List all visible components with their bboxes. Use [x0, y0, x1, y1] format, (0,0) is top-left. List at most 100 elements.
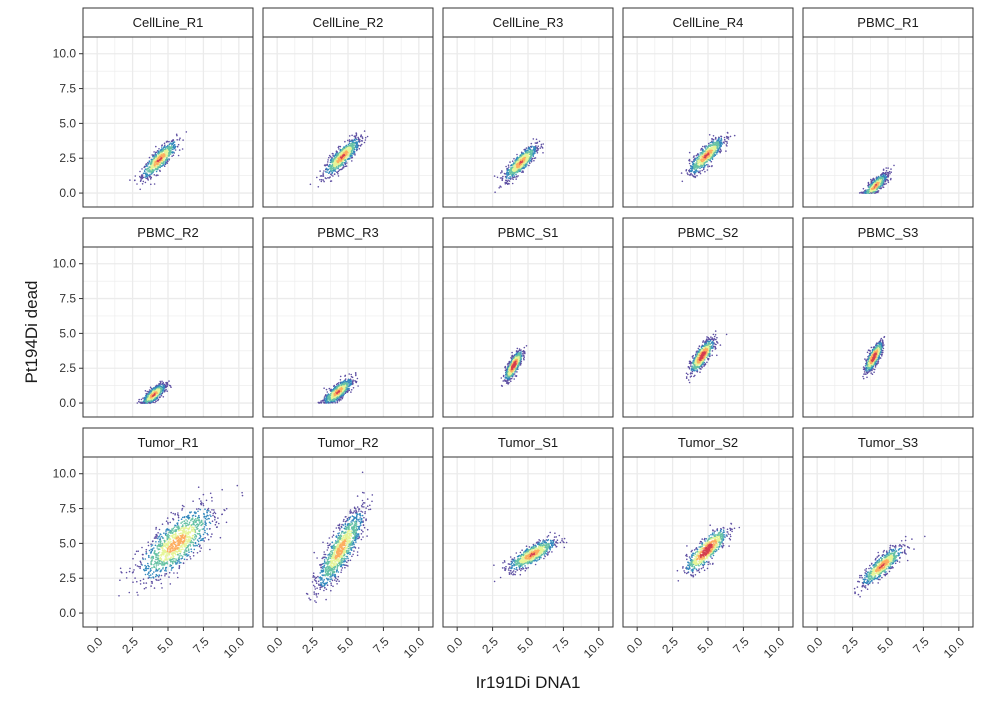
scatter-point [179, 137, 181, 139]
scatter-point [709, 166, 711, 168]
scatter-point [330, 160, 332, 162]
scatter-point [518, 169, 520, 171]
scatter-point [509, 176, 511, 178]
scatter-point [338, 148, 340, 150]
scatter-point [720, 150, 722, 152]
scatter-point [166, 156, 168, 158]
scatter-point [167, 157, 169, 159]
scatter-point [357, 142, 359, 144]
facet-strip-label: CellLine_R2 [313, 15, 384, 30]
scatter-point [524, 161, 526, 163]
scatter-point [345, 163, 347, 165]
scatter-point [165, 163, 167, 165]
scatter-point [704, 162, 706, 164]
scatter-point [536, 151, 538, 153]
scatter-point [167, 145, 169, 147]
scatter-point [868, 189, 870, 191]
scatter-point [349, 135, 351, 137]
scatter-point [711, 152, 713, 154]
facet-panel: CellLine_R2 [263, 8, 433, 207]
scatter-point [149, 395, 151, 397]
scatter-point [332, 155, 334, 157]
scatter-point [153, 151, 155, 153]
scatter-point [501, 177, 503, 179]
scatter-point [517, 167, 519, 169]
scatter-point [339, 162, 341, 164]
scatter-point [720, 146, 722, 148]
scatter-point [178, 144, 180, 146]
y-tick-label: 10.0 [53, 257, 77, 271]
scatter-point [705, 149, 707, 151]
scatter-point [514, 160, 516, 162]
scatter-point [358, 139, 360, 141]
scatter-point [888, 173, 890, 175]
scatter-point [318, 186, 320, 188]
facet-panel: CellLine_R10.02.55.07.510.0 [53, 8, 253, 207]
scatter-point [692, 167, 694, 169]
scatter-point [158, 390, 160, 392]
scatter-point [350, 145, 352, 147]
scatter-point [155, 152, 157, 154]
scatter-point [706, 161, 708, 163]
scatter-point [327, 159, 329, 161]
scatter-point [885, 183, 887, 185]
scatter-point [355, 146, 357, 148]
scatter-point [333, 164, 335, 166]
scatter-point [310, 184, 312, 186]
scatter-point [352, 382, 354, 384]
scatter-point [171, 144, 173, 146]
scatter-point [692, 164, 694, 166]
scatter-point [163, 396, 165, 398]
scatter-point [354, 139, 356, 141]
scatter-point [156, 171, 158, 173]
scatter-point [135, 175, 137, 177]
scatter-point [323, 179, 325, 181]
y-tick-label: 7.5 [59, 292, 76, 306]
scatter-point [513, 158, 515, 160]
scatter-point [150, 184, 152, 186]
scatter-point [150, 395, 152, 397]
scatter-point [528, 160, 530, 162]
scatter-point [340, 146, 342, 148]
scatter-point [875, 184, 877, 186]
scatter-point [709, 134, 711, 136]
scatter-point [719, 152, 721, 154]
scatter-point [695, 168, 697, 170]
scatter-point [145, 164, 147, 166]
scatter-point [358, 141, 360, 143]
scatter-point [326, 168, 328, 170]
scatter-point [350, 374, 352, 376]
scatter-point [708, 146, 710, 148]
scatter-point [536, 147, 538, 149]
scatter-point [356, 149, 358, 151]
scatter-point [154, 163, 156, 165]
scatter-point [887, 180, 889, 182]
scatter-point [344, 141, 346, 143]
scatter-point [711, 139, 713, 141]
scatter-point [159, 381, 161, 383]
scatter-point [154, 183, 156, 185]
scatter-point [338, 158, 340, 160]
scatter-point [870, 179, 872, 181]
scatter-point [360, 135, 362, 137]
scatter-point [874, 182, 876, 184]
y-tick-label: 10.0 [53, 47, 77, 61]
scatter-point [157, 164, 159, 166]
scatter-point [708, 143, 710, 145]
facet-panel: CellLine_R3 [443, 8, 613, 207]
scatter-point [328, 157, 330, 159]
scatter-point [153, 157, 155, 159]
scatter-point [506, 171, 508, 173]
scatter-point [176, 139, 178, 141]
scatter-point [153, 392, 155, 394]
scatter-point [364, 142, 366, 144]
scatter-point [702, 149, 704, 151]
scatter-point [347, 158, 349, 160]
scatter-point [143, 177, 145, 179]
scatter-point [175, 149, 177, 151]
scatter-point [351, 376, 353, 378]
scatter-point [357, 385, 359, 387]
scatter-point [524, 155, 526, 157]
scatter-point [146, 168, 148, 170]
